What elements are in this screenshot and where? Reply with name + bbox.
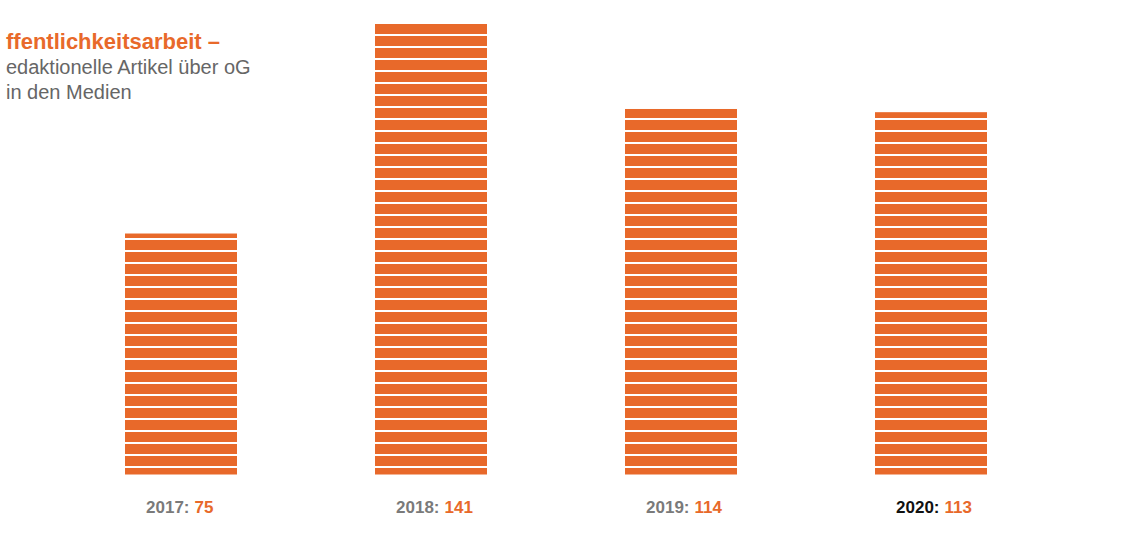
svg-text:141: 141 bbox=[445, 498, 473, 517]
html-text:ffentlichkeitsarbeit –: ffentlichkeitsarbeit – bbox=[6, 29, 220, 54]
svg-text:2018:: 2018: bbox=[396, 498, 439, 517]
svg-text:114: 114 bbox=[695, 498, 723, 517]
svg-text:75: 75 bbox=[195, 498, 214, 517]
svg-text:2020:: 2020: bbox=[896, 498, 939, 517]
svg-text:113: 113 bbox=[945, 498, 972, 517]
html-text:edaktionelle Artikel über oG i: edaktionelle Artikel über oG in den Medi… bbox=[6, 56, 251, 103]
svg-text:2019:: 2019: bbox=[646, 498, 689, 517]
svg-text:2017:: 2017: bbox=[146, 498, 189, 517]
